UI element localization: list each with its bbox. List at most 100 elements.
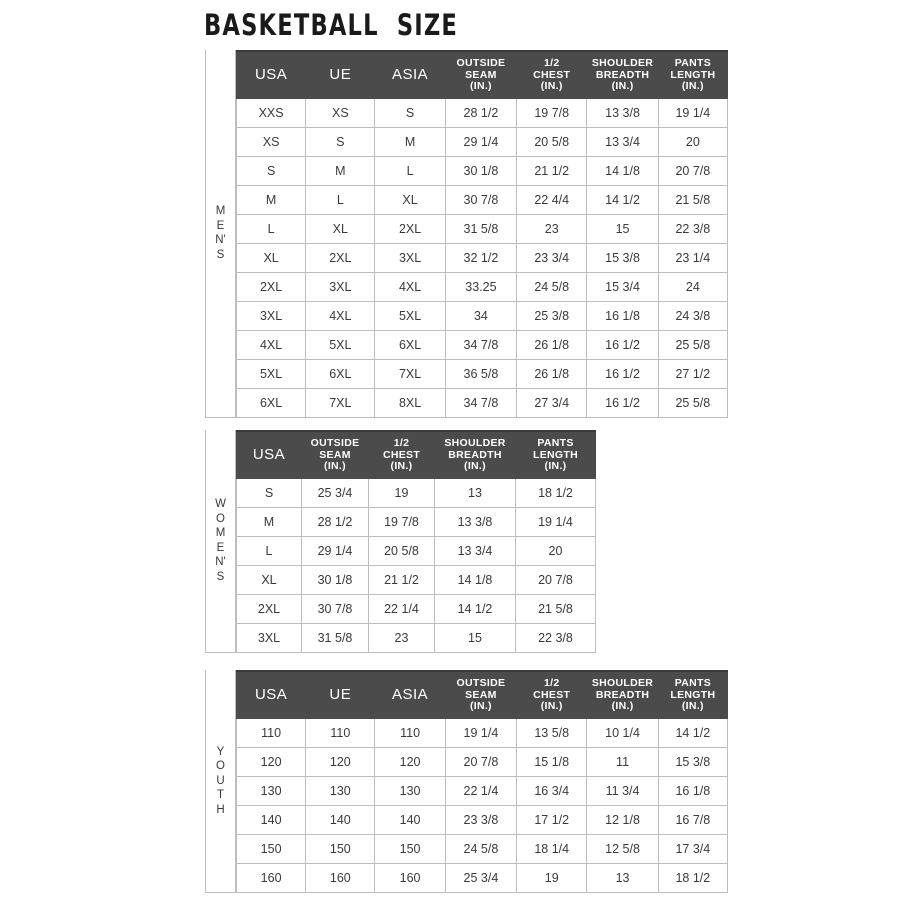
table-cell: 23 <box>516 213 588 244</box>
table-row: 130 130 130 22 1/4 16 3/4 11 3/4 16 1/8 <box>235 775 729 806</box>
table-cell: 15 <box>586 213 659 244</box>
table-cell: 23 1/4 <box>657 242 729 273</box>
table-cell: 13 <box>586 862 659 893</box>
grid-mens: USA UE ASIA OUTSIDE SEAM (IN.) 1/2 CHEST (IN… <box>235 50 729 418</box>
table-cell: 19 7/8 <box>516 97 588 128</box>
table-row: XS S M 29 1/4 20 5/8 13 3/4 20 <box>235 126 729 157</box>
table-cell: 16 1/2 <box>586 387 659 418</box>
table-cell: 17 3/4 <box>657 833 729 864</box>
table-cell: 28 1/2 <box>444 97 518 128</box>
table-cell: 22 1/4 <box>368 593 435 624</box>
column-header: SHOULDER BREADTH (IN.) <box>434 432 516 479</box>
table-row: 2XL 30 7/8 22 1/4 14 1/2 21 5/8 <box>236 593 596 624</box>
table-cell: 25 5/8 <box>657 387 729 418</box>
table-cell: 15 <box>434 622 516 653</box>
table-cell: 18 1/2 <box>515 477 596 508</box>
table-cell: 24 <box>657 271 729 302</box>
table-cell: XXS <box>235 97 307 128</box>
table-cell: 36 5/8 <box>444 358 518 389</box>
table-cell: M <box>235 184 307 215</box>
table-cell: 2XL <box>235 271 307 302</box>
column-header: ASIA <box>374 672 446 719</box>
table-row: 2XL 3XL 4XL 33.25 24 5/8 15 3/4 24 <box>235 271 729 302</box>
page-title: BASKETBALL SIZE <box>204 8 459 42</box>
category-label-mens: M E N' S <box>205 50 236 418</box>
table-cell: 22 1/4 <box>444 775 518 806</box>
table-row: S M L 30 1/8 21 1/2 14 1/8 20 7/8 <box>235 155 729 186</box>
table-cell: 20 7/8 <box>444 746 518 777</box>
table-cell: 130 <box>374 775 446 806</box>
table-cell: 26 1/8 <box>516 358 588 389</box>
table-cell: 27 3/4 <box>516 387 588 418</box>
table-cell: 4XL <box>305 300 376 331</box>
table-cell: 15 3/8 <box>657 746 729 777</box>
table-cell: 29 1/4 <box>444 126 518 157</box>
column-header: SHOULDER BREADTH (IN.) <box>586 52 659 99</box>
table-cell: 20 <box>515 535 596 566</box>
table-cell: 19 1/4 <box>515 506 596 537</box>
table-cell: 11 <box>586 746 659 777</box>
column-header: OUTSIDE SEAM (IN.) <box>301 432 369 479</box>
table-cell: 25 3/4 <box>444 862 518 893</box>
table-cell: 16 7/8 <box>657 804 729 835</box>
column-header: USA <box>235 52 307 99</box>
column-header: UE <box>305 672 376 719</box>
table-cell: 5XL <box>305 329 376 360</box>
table-cell: 27 1/2 <box>657 358 729 389</box>
table-cell: 22 3/8 <box>515 622 596 653</box>
table-cell: XL <box>374 184 446 215</box>
table-cell: 13 3/8 <box>434 506 516 537</box>
table-cell: 19 1/4 <box>657 97 729 128</box>
table-cell: 20 7/8 <box>515 564 596 595</box>
table-cell: 15 1/8 <box>516 746 588 777</box>
table-cell: 18 1/2 <box>657 862 729 893</box>
table-row: 110 110 110 19 1/4 13 5/8 10 1/4 14 1/2 <box>235 717 729 748</box>
table-cell: M <box>374 126 446 157</box>
table-cell: 20 5/8 <box>516 126 588 157</box>
table-cell: XL <box>235 242 307 273</box>
table-cell: 20 5/8 <box>368 535 435 566</box>
table-cell: 3XL <box>235 300 307 331</box>
category-label-text: W O M E N' S <box>215 498 226 583</box>
table-cell: 21 5/8 <box>657 184 729 215</box>
table-cell: 25 3/4 <box>301 477 369 508</box>
table-cell: 14 1/2 <box>586 184 659 215</box>
table-cell: 5XL <box>374 300 446 331</box>
table-row: M L XL 30 7/8 22 4/4 14 1/2 21 5/8 <box>235 184 729 215</box>
table-cell: 13 3/4 <box>434 535 516 566</box>
table-cell: 11 3/4 <box>586 775 659 806</box>
table-cell: 120 <box>305 746 376 777</box>
table-cell: L <box>305 184 376 215</box>
column-header: 1/2 CHEST (IN.) <box>516 672 588 719</box>
table-cell: 5XL <box>235 358 307 389</box>
table-cell: 10 1/4 <box>586 717 659 748</box>
table-cell: S <box>235 155 307 186</box>
table-cell: 140 <box>235 804 307 835</box>
table-cell: 20 7/8 <box>657 155 729 186</box>
table-cell: 32 1/2 <box>444 242 518 273</box>
table-cell: 2XL <box>374 213 446 244</box>
column-header: PANTS LENGTH (IN.) <box>515 432 596 479</box>
table-cell: 33.25 <box>444 271 518 302</box>
size-table-youth: Y O U T H USA UE ASIA OUTSIDE SEAM (IN.) 1/2 … <box>205 670 729 893</box>
table-cell: 25 5/8 <box>657 329 729 360</box>
table-cell: 13 3/8 <box>586 97 659 128</box>
table-header-row: USA OUTSIDE SEAM (IN.) 1/2 CHEST (IN.) SHOU… <box>236 432 596 479</box>
table-row: 150 150 150 24 5/8 18 1/4 12 5/8 17 3/4 <box>235 833 729 864</box>
table-cell: 4XL <box>235 329 307 360</box>
table-cell: 22 4/4 <box>516 184 588 215</box>
table-cell: 30 7/8 <box>444 184 518 215</box>
table-cell: 28 1/2 <box>301 506 369 537</box>
table-cell: 19 1/4 <box>444 717 518 748</box>
table-cell: 140 <box>305 804 376 835</box>
size-table-mens: M E N' S USA UE ASIA OUTSIDE SEAM (IN.) 1/2 C… <box>205 50 729 418</box>
table-cell: 12 5/8 <box>586 833 659 864</box>
column-header: 1/2 CHEST (IN.) <box>368 432 435 479</box>
grid-youth: USA UE ASIA OUTSIDE SEAM (IN.) 1/2 CHEST (IN… <box>235 670 729 893</box>
table-cell: 17 1/2 <box>516 804 588 835</box>
table-cell: 3XL <box>374 242 446 273</box>
table-cell: 30 7/8 <box>301 593 369 624</box>
table-cell: 19 <box>368 477 435 508</box>
table-cell: XS <box>305 97 376 128</box>
